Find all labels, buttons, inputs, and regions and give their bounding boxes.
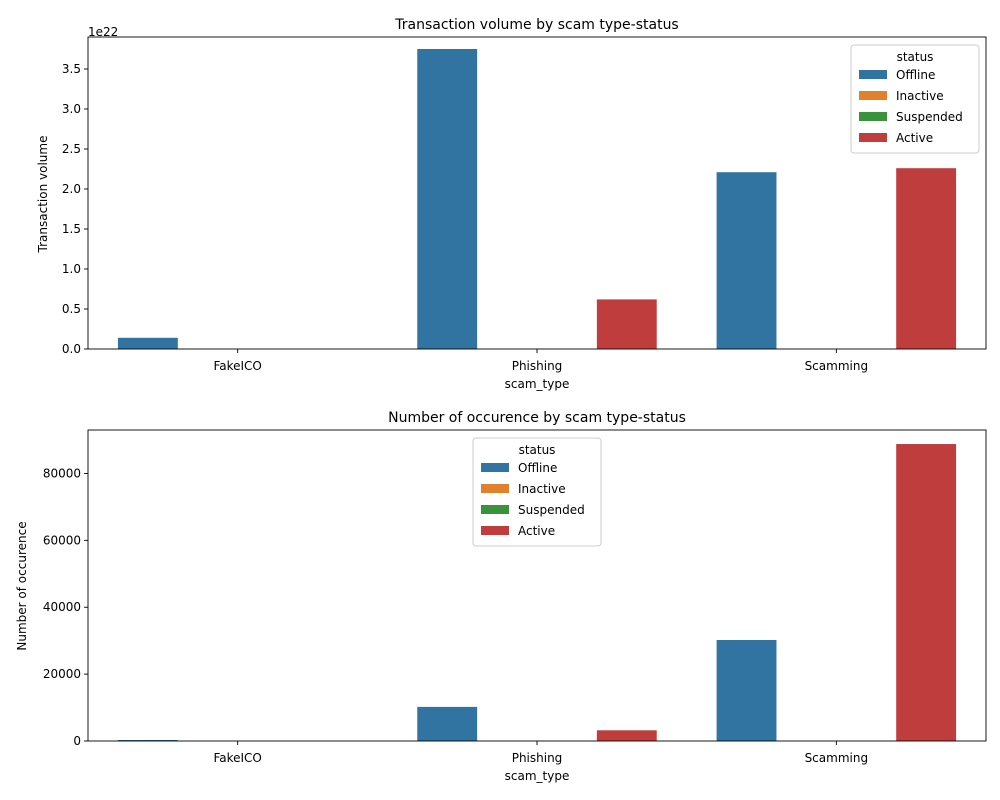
legend-swatch-active xyxy=(481,526,509,535)
y-tick-label: 0 xyxy=(73,734,81,748)
legend-swatch-inactive xyxy=(859,91,887,100)
bar-active-phishing xyxy=(596,299,657,349)
x-tick-label: FakeICO xyxy=(213,751,261,765)
x-tick-label: Phishing xyxy=(512,359,563,373)
y-tick-label: 60000 xyxy=(43,533,81,547)
legend-label-offline: Offline xyxy=(896,68,935,82)
bar-offline-phishing xyxy=(417,49,478,349)
chart-2-title: Number of occurence by scam type-status xyxy=(388,410,686,426)
bar-offline-fakeico xyxy=(117,337,178,349)
bar-active-scamming xyxy=(896,444,957,741)
chart-1-offset-label: 1e22 xyxy=(88,25,118,39)
x-tick-label: Scamming xyxy=(805,359,869,373)
legend-label-offline: Offline xyxy=(518,461,557,475)
bar-offline-scamming xyxy=(716,640,777,741)
chart-1-ylabel: Transaction volume xyxy=(36,136,50,254)
legend-swatch-suspended xyxy=(481,505,509,514)
legend-label-active: Active xyxy=(896,131,933,145)
legend-title: status xyxy=(519,443,556,457)
x-tick-label: Scamming xyxy=(805,751,869,765)
legend-swatch-offline xyxy=(481,463,509,472)
x-tick-label: Phishing xyxy=(512,751,563,765)
y-tick-label: 3.5 xyxy=(62,62,81,76)
chart-2-xlabel: scam_type xyxy=(505,769,570,783)
chart-1-title: Transaction volume by scam type-status xyxy=(394,17,678,33)
legend-label-inactive: Inactive xyxy=(518,482,566,496)
chart-number-of-occurence: Number of occurence by scam type-status … xyxy=(15,410,987,783)
chart-2-legend: status Offline Inactive Suspended Active xyxy=(472,437,602,547)
chart-1-plot-area: 0.0 0.5 1.0 1.5 2.0 2.5 3.0 3.5 FakeICO Phishing S… xyxy=(62,36,987,373)
bar-active-scamming xyxy=(896,168,957,349)
y-tick-label: 0.5 xyxy=(62,302,81,316)
legend-swatch-suspended xyxy=(859,112,887,121)
y-tick-label: 1.0 xyxy=(62,262,81,276)
bar-offline-phishing xyxy=(417,706,478,741)
legend-title: status xyxy=(897,50,934,64)
chart-transaction-volume: Transaction volume by scam type-status 1… xyxy=(36,17,987,391)
y-tick-label: 2.0 xyxy=(62,182,81,196)
y-tick-label: 40000 xyxy=(43,600,81,614)
legend-label-active: Active xyxy=(518,524,555,538)
legend-swatch-inactive xyxy=(481,484,509,493)
legend-swatch-active xyxy=(859,133,887,142)
legend-label-suspended: Suspended xyxy=(518,503,585,517)
chart-1-xlabel: scam_type xyxy=(505,377,570,391)
bar-offline-fakeico xyxy=(117,739,178,741)
y-tick-label: 0.0 xyxy=(62,342,81,356)
y-tick-label: 3.0 xyxy=(62,102,81,116)
y-tick-label: 1.5 xyxy=(62,222,81,236)
legend-label-inactive: Inactive xyxy=(896,89,944,103)
x-tick-label: FakeICO xyxy=(213,359,261,373)
legend-swatch-offline xyxy=(859,70,887,79)
bar-offline-scamming xyxy=(716,172,777,349)
bar-active-phishing xyxy=(596,730,657,741)
y-tick-label: 80000 xyxy=(43,466,81,480)
chart-2-ylabel: Number of occurence xyxy=(15,521,29,650)
y-tick-label: 20000 xyxy=(43,667,81,681)
y-tick-label: 2.5 xyxy=(62,142,81,156)
legend-label-suspended: Suspended xyxy=(896,110,963,124)
chart-1-legend: status Offline Inactive Suspended Active xyxy=(850,44,980,154)
chart-2-plot-area: 0 20000 40000 60000 80000 FakeICO Phishing Scam… xyxy=(43,429,987,765)
